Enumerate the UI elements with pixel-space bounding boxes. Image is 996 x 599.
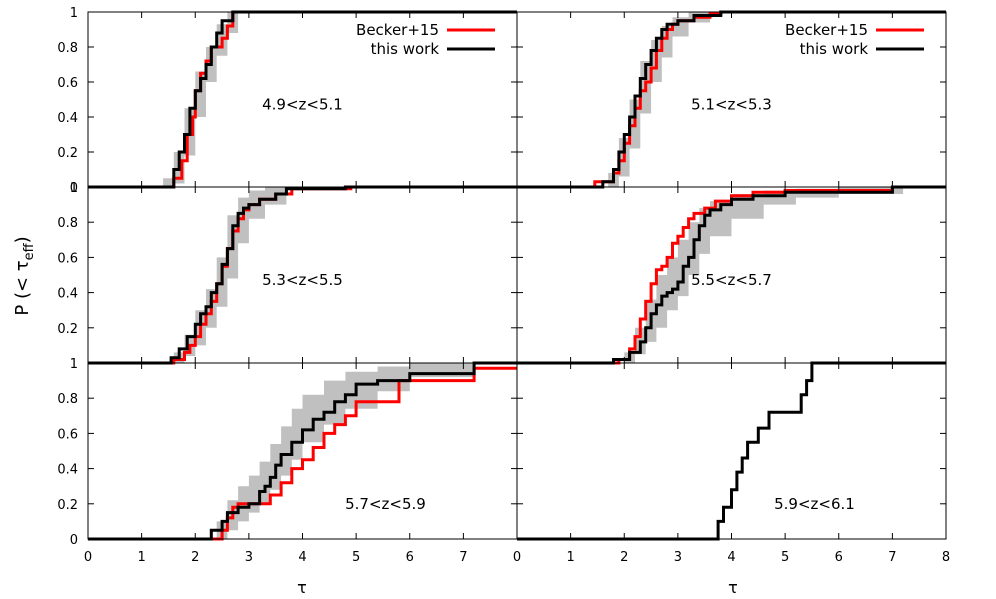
- series-line-becker15: [517, 185, 946, 365]
- uncertainty-band: [624, 187, 904, 363]
- y-tick-label: 0.6: [57, 76, 78, 91]
- series-line-this-work: [517, 185, 946, 365]
- x-tick-label: 6: [835, 550, 843, 565]
- redshift-annotation: 5.5<z<5.7: [691, 271, 772, 289]
- series-line-this-work: [517, 361, 946, 541]
- x-tick-label: 5: [352, 550, 360, 565]
- y-tick-label: 0.2: [57, 498, 78, 513]
- y-tick-label: 1: [70, 181, 78, 196]
- x-tick-label: 7: [459, 550, 467, 565]
- panel-middle-right: 5.5<z<5.7: [516, 185, 947, 365]
- panel-bottom-left: 0 0.2 0.4 0.6 0.8 1 0 1 2 3 4 5 6 7 5.7<z<5.9: [57, 357, 518, 565]
- series-line-this-work: [88, 10, 517, 189]
- y-tick-label: 0: [70, 181, 78, 196]
- y-tick-label: 0.4: [57, 111, 78, 126]
- x-tick-label: 6: [406, 550, 414, 565]
- y-tick-label: 0.8: [57, 392, 78, 407]
- y-tick-label: 0.8: [57, 216, 78, 231]
- redshift-annotation: 5.1<z<5.3: [691, 96, 772, 114]
- x-axis-label-right: τ: [728, 578, 738, 597]
- panel-middle-left: 0.2 0.4 0.6 0.8 1 5.3<z<5.5: [57, 181, 518, 365]
- labels-layer: P (< τeff) τ τ: [12, 236, 738, 597]
- y-tick-label: 1: [70, 6, 78, 21]
- x-tick-label: 3: [245, 550, 253, 565]
- y-tick-label: 0.4: [57, 287, 78, 302]
- series-line-this-work: [88, 361, 517, 541]
- y-tick-label: 0.6: [57, 427, 78, 442]
- redshift-annotation: 5.7<z<5.9: [345, 495, 426, 513]
- y-tick-label: 0: [70, 533, 78, 548]
- x-tick-label: 2: [191, 550, 199, 565]
- x-tick-label: 4: [727, 550, 735, 565]
- y-axis-label-close: ): [12, 236, 33, 243]
- x-tick-label: 1: [137, 550, 145, 565]
- y-tick-label: 0.2: [57, 322, 78, 337]
- panel-bottom-right: 0 1 2 3 4 5 6 7 8 5.9<z<6.1: [513, 361, 950, 565]
- y-tick-label: 0.4: [57, 463, 78, 478]
- y-tick-label: 0.2: [57, 146, 78, 161]
- uncertainty-band: [163, 12, 239, 187]
- x-tick-label: 4: [298, 550, 306, 565]
- x-tick-label: 0: [84, 550, 92, 565]
- legend-label: Becker+15: [785, 21, 868, 39]
- x-tick-label: 1: [566, 550, 574, 565]
- legend-label: this work: [800, 40, 869, 58]
- uncertainty-band: [608, 12, 710, 187]
- y-tick-label: 0.6: [57, 251, 78, 266]
- legend-label: this work: [371, 40, 440, 58]
- series-line-becker15: [88, 366, 517, 541]
- redshift-annotation: 4.9<z<5.1: [262, 96, 343, 114]
- panel-frame: [516, 362, 947, 540]
- x-axis-label-left: τ: [297, 578, 307, 597]
- x-tick-label: 5: [781, 550, 789, 565]
- y-tick-label: 1: [70, 357, 78, 372]
- series-line-this-work: [88, 185, 517, 365]
- y-axis-label-main: P (< τ: [12, 260, 33, 315]
- x-tick-label: 0: [513, 550, 521, 565]
- y-axis-label-sub: eff: [22, 242, 37, 260]
- redshift-annotation: 5.9<z<6.1: [774, 495, 855, 513]
- x-tick-label: 7: [888, 550, 896, 565]
- x-tick-label: 2: [620, 550, 628, 565]
- y-axis-label: P (< τeff): [12, 236, 37, 315]
- y-tick-label: 0.8: [57, 41, 78, 56]
- series-line-this-work: [517, 10, 946, 189]
- x-tick-label: 3: [674, 550, 682, 565]
- redshift-annotation: 5.3<z<5.5: [262, 271, 343, 289]
- legend-label: Becker+15: [356, 21, 439, 39]
- x-tick-label: 8: [942, 550, 950, 565]
